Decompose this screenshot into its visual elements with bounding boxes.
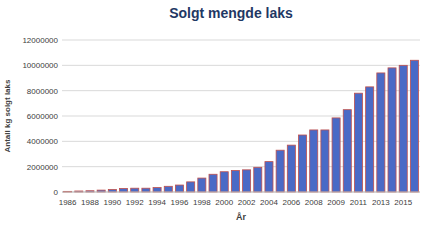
bar — [198, 178, 206, 192]
bar — [254, 167, 262, 192]
bar — [343, 110, 351, 192]
y-tick-label: 6000000 — [27, 112, 59, 121]
x-tick-label: 1990 — [103, 198, 121, 207]
grid-line — [62, 40, 420, 41]
bar — [265, 162, 273, 192]
bar — [399, 65, 407, 192]
y-axis-label: Antall kg solgt laks — [3, 79, 12, 152]
bar — [276, 150, 284, 192]
grid-line — [62, 65, 420, 66]
bar — [231, 170, 239, 192]
bar — [220, 172, 228, 192]
y-tick-label: 12000000 — [22, 36, 58, 45]
x-tick-label: 1998 — [193, 198, 211, 207]
x-axis-label: År — [236, 212, 246, 222]
title: Solgt mengde laks — [169, 5, 293, 21]
grid-line — [62, 192, 420, 193]
bar — [332, 118, 340, 192]
bar — [310, 130, 318, 192]
bar — [142, 188, 150, 192]
x-tick-label: 2009 — [327, 198, 345, 207]
y-tick-label: 4000000 — [27, 137, 59, 146]
y-tick-label: 8000000 — [27, 87, 59, 96]
bar — [287, 145, 295, 192]
x-tick-label: 1986 — [59, 198, 77, 207]
bar — [299, 135, 307, 192]
bar — [131, 188, 139, 192]
chart: 0 2000000 4000000 6000000 8000000 10000000 120… — [0, 0, 427, 233]
x-tick-label: 2008 — [305, 198, 323, 207]
bar — [175, 185, 183, 192]
x-tick-label: 1992 — [126, 198, 144, 207]
x-tick-label: 1994 — [148, 198, 166, 207]
bar — [366, 87, 374, 192]
bar — [410, 60, 418, 192]
bar — [321, 130, 329, 192]
y-tick-label: 10000000 — [22, 61, 58, 70]
bar — [354, 93, 362, 192]
bar — [153, 188, 161, 192]
y-tick-label: 0 — [54, 188, 59, 197]
bar — [377, 73, 385, 192]
bar — [388, 68, 396, 192]
x-tick-label: 2015 — [394, 198, 412, 207]
x-tick-label: 2013 — [372, 198, 390, 207]
x-axis-line — [62, 192, 420, 193]
bar — [164, 186, 172, 192]
x-tick-label: 2006 — [282, 198, 300, 207]
x-tick-label: 1996 — [171, 198, 189, 207]
bar — [120, 188, 128, 192]
y-tick-label: 2000000 — [27, 163, 59, 172]
x-tick-label: 1988 — [81, 198, 99, 207]
x-tick-label: 2000 — [215, 198, 233, 207]
bar — [187, 182, 195, 192]
x-tick-label: 2011 — [350, 198, 368, 207]
x-tick-label: 2002 — [238, 198, 256, 207]
x-tick-label: 2004 — [260, 198, 278, 207]
bar — [243, 170, 251, 192]
bar — [209, 174, 217, 192]
